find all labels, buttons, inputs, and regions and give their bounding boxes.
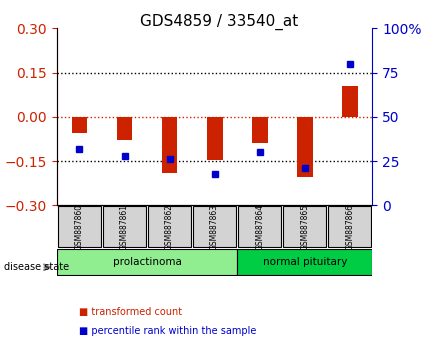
Bar xyxy=(297,117,313,177)
Bar xyxy=(207,117,223,160)
FancyBboxPatch shape xyxy=(58,206,101,247)
Text: GSM887862: GSM887862 xyxy=(165,204,174,250)
Text: GDS4859 / 33540_at: GDS4859 / 33540_at xyxy=(140,14,298,30)
Text: ■ percentile rank within the sample: ■ percentile rank within the sample xyxy=(79,326,256,336)
Text: disease state: disease state xyxy=(4,262,70,272)
FancyBboxPatch shape xyxy=(238,206,281,247)
FancyBboxPatch shape xyxy=(328,206,371,247)
Text: GSM887864: GSM887864 xyxy=(255,204,264,250)
FancyBboxPatch shape xyxy=(148,206,191,247)
Bar xyxy=(252,117,268,143)
Bar xyxy=(71,117,87,133)
Text: ■ transformed count: ■ transformed count xyxy=(79,307,182,316)
FancyBboxPatch shape xyxy=(283,206,326,247)
FancyBboxPatch shape xyxy=(193,206,236,247)
Bar xyxy=(117,117,132,141)
Text: GSM887861: GSM887861 xyxy=(120,204,129,250)
Text: normal pituitary: normal pituitary xyxy=(262,257,347,267)
Text: GSM887865: GSM887865 xyxy=(300,204,309,250)
Text: GSM887860: GSM887860 xyxy=(75,204,84,250)
FancyBboxPatch shape xyxy=(57,249,237,275)
Bar xyxy=(162,117,177,173)
Text: prolactinoma: prolactinoma xyxy=(113,257,181,267)
Text: GSM887863: GSM887863 xyxy=(210,204,219,250)
Text: GSM887866: GSM887866 xyxy=(345,204,354,250)
Bar xyxy=(342,86,358,117)
FancyBboxPatch shape xyxy=(103,206,146,247)
FancyBboxPatch shape xyxy=(237,249,372,275)
